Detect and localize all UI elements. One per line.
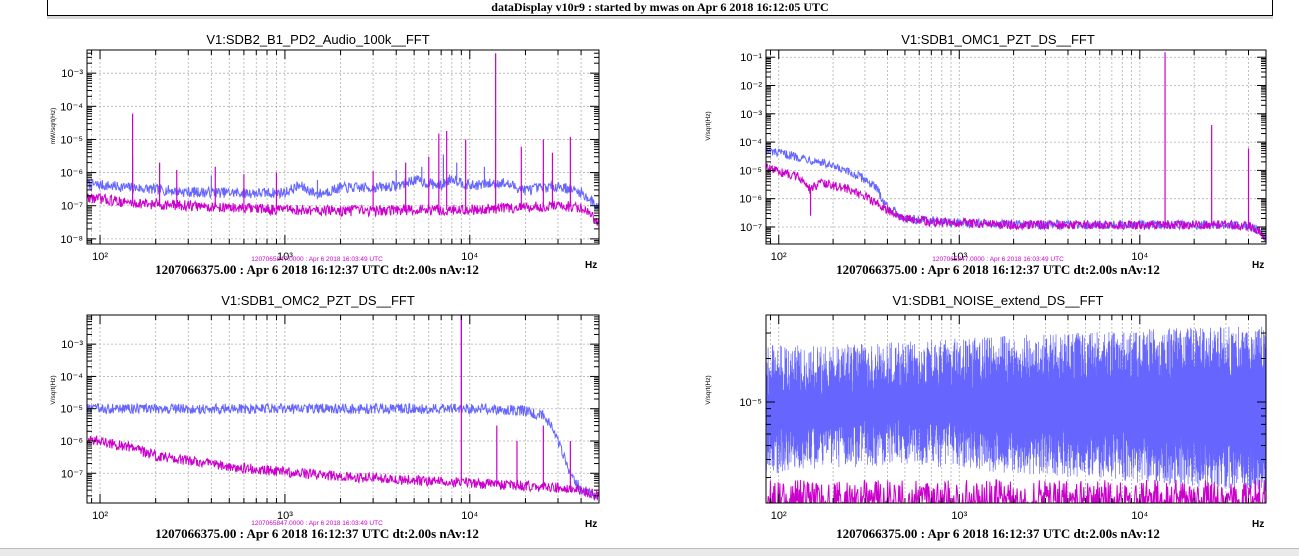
y-axis-label: mW/sqrt(Hz) — [50, 108, 57, 144]
x-axis-label: Hz — [1252, 519, 1264, 530]
y-tick-label: 10⁻³ — [740, 109, 762, 121]
status-strip — [0, 548, 1299, 556]
y-tick-label: 10⁻¹ — [740, 52, 762, 64]
series-line — [766, 479, 1266, 503]
x-tick-label: 10² — [771, 251, 787, 263]
plot-title: V1:SDB2_B1_PD2_Audio_100k__FFT — [206, 32, 429, 47]
plot-footer: 1207066375.00 : Apr 6 2018 16:12:37 UTC … — [155, 262, 479, 277]
y-tick-label: 10⁻³ — [61, 339, 83, 351]
y-tick-label: 10⁻⁶ — [60, 436, 83, 448]
series-band — [766, 326, 1266, 492]
x-tick-label: 10² — [771, 510, 787, 522]
y-tick-label: 10⁻⁸ — [60, 234, 83, 246]
x-tick-label: 10⁴ — [1131, 510, 1148, 522]
y-axis-label: V/sqrt(Hz) — [705, 111, 712, 140]
x-tick-label: 10³ — [277, 251, 293, 263]
series-group — [766, 52, 1266, 242]
y-tick-label: 10⁻⁶ — [60, 168, 83, 180]
y-tick-label: 10⁻⁴ — [739, 137, 762, 149]
series-group — [766, 326, 1266, 503]
y-tick-label: 10⁻⁴ — [60, 101, 83, 113]
series-group — [87, 53, 599, 229]
y-tick-label: 10⁻⁵ — [60, 134, 83, 146]
grid — [766, 50, 1266, 244]
plot-4[interactable]: V1:SDB1_NOISE_extend_DS__FFT V/sqrt(Hz) … — [700, 290, 1270, 541]
plot-title: V1:SDB1_NOISE_extend_DS__FFT — [893, 293, 1104, 308]
x-tick-label: 10⁴ — [461, 251, 478, 263]
ticks — [87, 50, 599, 245]
x-axis-label: Hz — [585, 519, 597, 530]
x-axis-label: Hz — [1252, 260, 1264, 271]
series-line — [87, 435, 599, 501]
y-tick-label: 10⁻⁶ — [739, 194, 762, 206]
x-tick-label: 10⁴ — [1131, 251, 1148, 263]
y-tick-label: 10⁻² — [740, 81, 762, 93]
plot-subfooter: 1207065847.0000 : Apr 6 2018 16:03:49 UT… — [251, 520, 383, 527]
y-tick-label: 10⁻⁴ — [60, 371, 83, 383]
series-line — [766, 162, 1266, 242]
series-line — [766, 146, 1266, 242]
series-line — [87, 402, 599, 500]
y-tick-label: 10⁻⁵ — [60, 404, 83, 416]
plot-title: V1:SDB1_OMC1_PZT_DS__FFT — [901, 32, 1095, 47]
plot-3[interactable]: V1:SDB1_OMC2_PZT_DS__FFT V/sqrt(Hz) 10² 1… — [40, 290, 600, 541]
y-tick-label: 10⁻³ — [61, 68, 83, 80]
plot-subfooter: 1207065847.0000 : Apr 6 2018 16:03:49 UT… — [932, 256, 1064, 263]
grid — [87, 50, 599, 244]
x-tick-label: 10² — [92, 251, 108, 263]
x-tick-label: 10⁴ — [461, 510, 478, 522]
x-tick-label: 10³ — [951, 510, 967, 522]
series-line — [87, 192, 599, 229]
x-tick-label: 10² — [92, 510, 108, 522]
y-tick-label: 10⁻⁷ — [61, 201, 83, 213]
plot-2[interactable]: V1:SDB1_OMC1_PZT_DS__FFT V/sqrt(Hz) 10² 1… — [700, 28, 1270, 277]
plot-footer: 1207066375.00 : Apr 6 2018 16:12:37 UTC … — [836, 526, 1160, 541]
ticks — [766, 315, 1266, 503]
y-tick-label: 10⁻⁷ — [61, 468, 83, 480]
y-axis-label: V/sqrt(Hz) — [50, 375, 57, 404]
y-tick-label: 10⁻⁵ — [739, 397, 762, 409]
ticks — [87, 315, 599, 503]
y-axis-label: V/sqrt(Hz) — [705, 375, 712, 404]
x-tick-label: 10³ — [277, 510, 293, 522]
plot-1[interactable]: V1:SDB2_B1_PD2_Audio_100k__FFT mW/sqrt(H… — [40, 28, 600, 277]
series-group — [87, 315, 599, 501]
x-tick-label: 10³ — [951, 251, 967, 263]
plot-frame — [86, 49, 600, 245]
plot-footer: 1207066375.00 : Apr 6 2018 16:12:37 UTC … — [155, 526, 479, 541]
ticks — [766, 50, 1266, 244]
y-tick-label: 10⁻⁵ — [739, 165, 762, 177]
window-title: dataDisplay v10r9 : started by mwas on A… — [47, 0, 1273, 16]
y-tick-label: 10⁻⁷ — [740, 222, 762, 234]
x-axis-label: Hz — [585, 260, 597, 271]
title-shadow — [47, 16, 1273, 19]
plot-subfooter: 1207065847.0000 : Apr 6 2018 16:03:49 UT… — [251, 256, 383, 263]
plot-footer: 1207066375.00 : Apr 6 2018 16:12:37 UTC … — [836, 262, 1160, 277]
series-line — [87, 174, 599, 209]
plot-frame — [765, 49, 1267, 245]
plot-title: V1:SDB1_OMC2_PZT_DS__FFT — [221, 293, 415, 308]
